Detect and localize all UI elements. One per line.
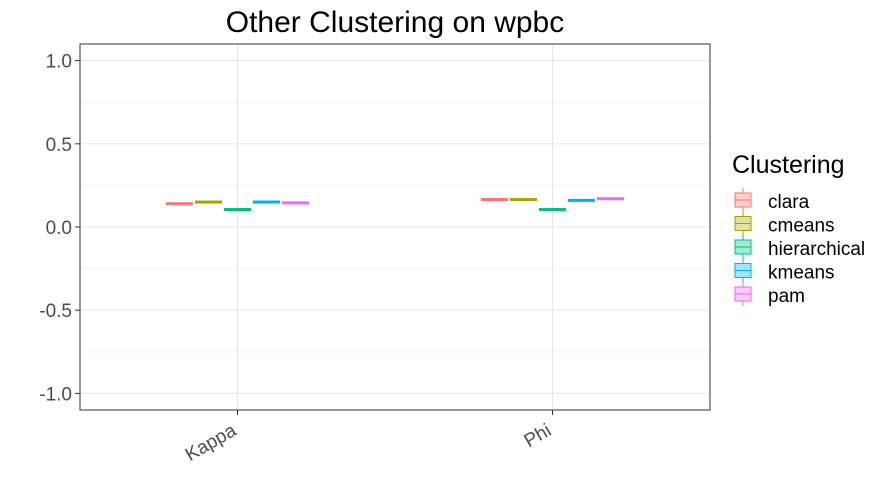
x-tick-label: Phi (521, 420, 555, 452)
grid (80, 44, 710, 410)
x-tick-label: Kappa (182, 420, 240, 466)
y-tick-label: 0.0 (46, 218, 72, 239)
plot-marks (166, 197, 624, 212)
legend-label-clara: clara (768, 192, 810, 213)
axes: 1.0 0.5 0.0 -0.5 -1.0 Kappa Phi (39, 52, 555, 466)
legend-label-kmeans: kmeans (768, 263, 835, 284)
chart-title: Other Clustering on wpbc (226, 6, 565, 39)
y-tick-label: 0.5 (46, 135, 72, 156)
legend-title: Clustering (732, 151, 845, 179)
legend-label-cmeans: cmeans (768, 216, 835, 237)
legend-label-hierarchical: hierarchical (768, 239, 865, 260)
y-tick-label: -0.5 (39, 301, 72, 322)
y-tick-label: 1.0 (46, 52, 72, 73)
y-tick-label: -1.0 (39, 384, 72, 405)
legend-label-pam: pam (768, 286, 805, 307)
